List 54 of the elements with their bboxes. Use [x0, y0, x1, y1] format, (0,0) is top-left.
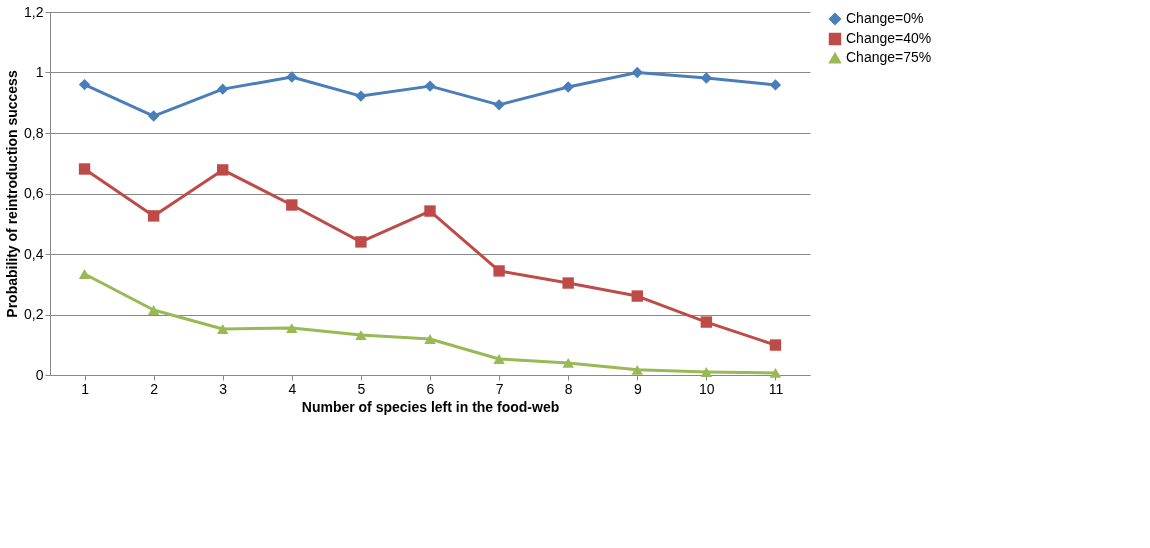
point — [355, 330, 367, 341]
point — [700, 367, 713, 377]
point — [147, 305, 160, 315]
point — [217, 164, 229, 176]
point — [562, 277, 574, 289]
point — [769, 367, 782, 378]
y-tick-label: 0,2 — [24, 306, 44, 322]
point — [78, 163, 91, 175]
point — [78, 269, 91, 279]
x-tick-label: 6 — [426, 380, 435, 397]
y-tick-label: 1,2 — [24, 3, 44, 20]
point — [147, 110, 160, 122]
x-tick-label: 7 — [495, 380, 504, 397]
point — [493, 99, 505, 111]
point — [217, 83, 229, 95]
legend-label: Change=75% — [846, 49, 932, 65]
point — [78, 78, 91, 91]
point — [217, 324, 229, 334]
point — [493, 265, 505, 277]
point — [355, 236, 367, 248]
x-tick-label: 4 — [288, 380, 297, 397]
legend-label: Change=40% — [846, 30, 932, 46]
point — [562, 357, 574, 368]
point — [631, 290, 643, 302]
x-tick-label: 5 — [357, 380, 366, 397]
point — [700, 316, 713, 328]
y-tick-label: 0,8 — [24, 124, 44, 141]
x-tick-label: 1 — [81, 380, 90, 397]
point — [631, 364, 643, 375]
point — [493, 354, 505, 364]
point — [286, 199, 298, 211]
point — [769, 339, 782, 351]
y-tick-label: 0,6 — [24, 185, 44, 201]
point — [286, 323, 298, 334]
point — [562, 81, 574, 93]
point — [424, 334, 436, 344]
x-tick-label: 9 — [633, 380, 642, 397]
y-tick-label: 1 — [35, 64, 44, 80]
x-tick-label: 3 — [219, 380, 228, 397]
y-tick-label: 0 — [35, 366, 44, 383]
point — [424, 205, 436, 217]
x-tick-label: 8 — [564, 380, 573, 397]
x-tick-label: 11 — [768, 380, 784, 397]
x-axis-title: Number of species left in the food-web — [301, 398, 560, 415]
point — [355, 90, 367, 102]
x-tick-label: 2 — [150, 380, 159, 397]
point — [424, 80, 436, 92]
point — [147, 210, 160, 222]
point — [286, 71, 298, 83]
y-axis-title: Probability of reintroduction success — [4, 70, 21, 318]
point — [631, 66, 643, 79]
legend-label: Change=0% — [846, 10, 924, 26]
y-tick-label: 0,4 — [24, 245, 44, 262]
x-tick-label: 10 — [699, 380, 715, 397]
